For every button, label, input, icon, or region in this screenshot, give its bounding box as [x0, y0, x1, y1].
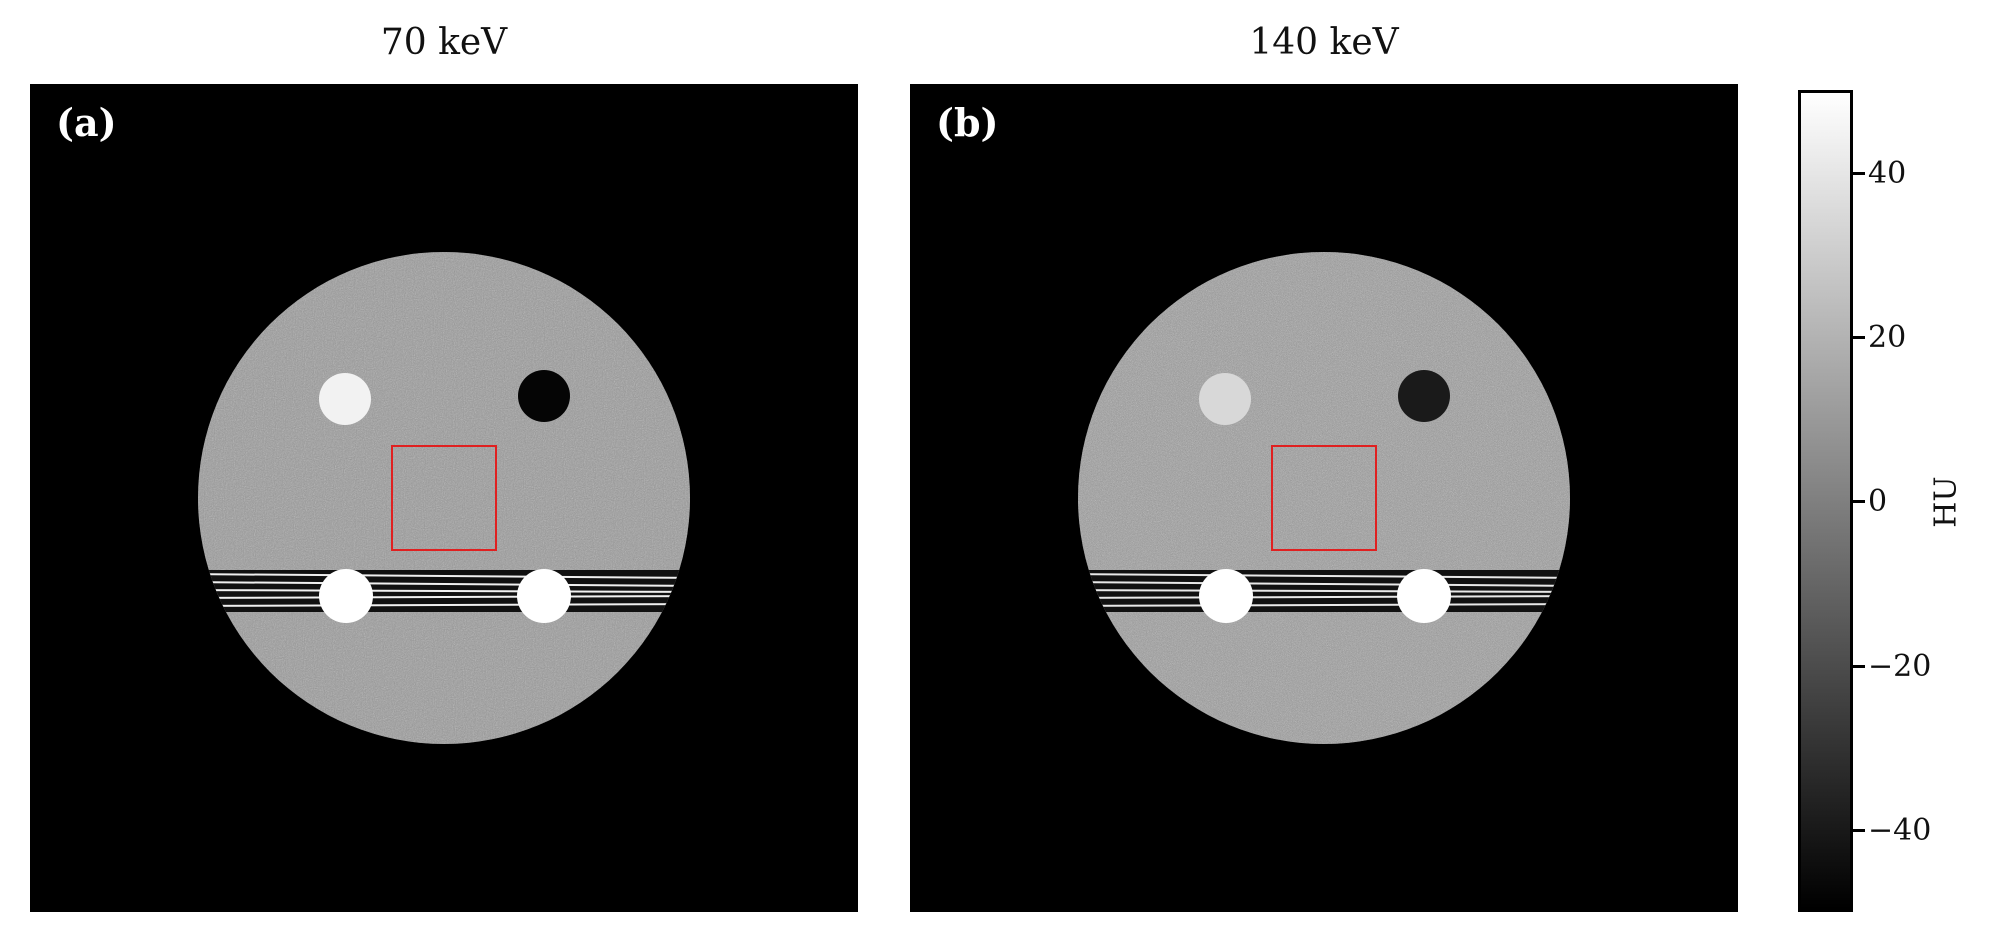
bright-insert [319, 373, 371, 425]
metal-insert-left [1199, 569, 1253, 623]
colorbar-tick-label: 20 [1868, 320, 1907, 355]
colorbar-tick [1853, 829, 1865, 832]
roi-box [1271, 445, 1377, 551]
panel-a-image: (a) [30, 84, 858, 912]
dark-insert [518, 370, 570, 422]
colorbar-tick [1853, 665, 1865, 668]
colorbar-tick [1853, 172, 1865, 175]
colorbar-tick-label: −40 [1868, 813, 1932, 848]
colorbar-label: HU [1928, 476, 1964, 528]
dark-insert [1398, 370, 1450, 422]
metal-insert-right [517, 569, 571, 623]
panel-b-letter: (b) [936, 100, 999, 145]
colorbar-tick [1853, 500, 1865, 503]
metal-insert-right [1397, 569, 1451, 623]
metal-insert-left [319, 569, 373, 623]
colorbar-tick-label: 40 [1868, 156, 1907, 191]
colorbar-tick [1853, 336, 1865, 339]
colorbar-tick-label: 0 [1868, 484, 1888, 519]
panel-b-image: (b) [910, 84, 1738, 912]
bright-insert [1199, 373, 1251, 425]
colorbar [1798, 90, 1853, 912]
panel-a-letter: (a) [56, 100, 117, 145]
panel-b-title: 140 keV [1249, 22, 1399, 63]
panel-a-title: 70 keV [380, 22, 508, 63]
colorbar-tick-label: −20 [1868, 649, 1932, 684]
roi-box [391, 445, 497, 551]
